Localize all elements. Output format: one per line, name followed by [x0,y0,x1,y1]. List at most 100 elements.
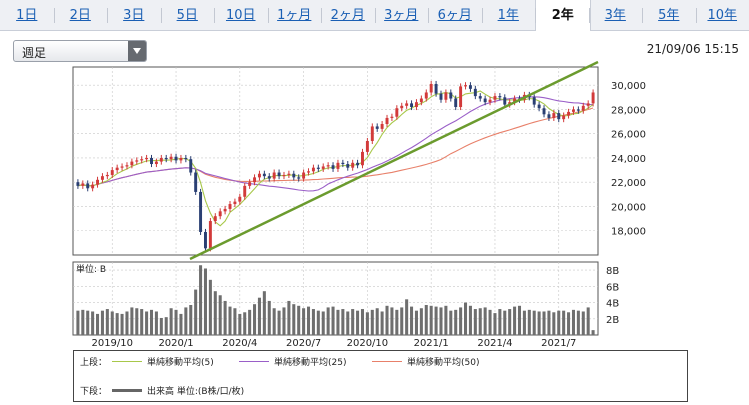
candle-body [586,103,590,106]
tab-11[interactable]: 3年 [604,8,626,23]
tab-10[interactable]: 2年 [535,0,591,31]
volume-bar [414,310,418,335]
volume-bar [493,313,497,335]
candle-body [429,83,433,93]
legend-ma25-label: 単純移動平均(25) [274,358,347,368]
candle-body [326,165,330,167]
candle-body [498,96,502,98]
candle-body [316,167,320,169]
period-select[interactable]: 週足 [13,40,147,62]
candle-body [248,182,252,186]
tab-8[interactable]: 6ヶ月 [437,8,472,23]
volume-bar [282,307,286,335]
candle-body [100,176,104,180]
volume-bar [586,307,590,335]
x-tick-label: 2020/4 [222,338,257,349]
volume-bar [591,330,595,335]
volume-bar [498,309,502,335]
candle-body [405,103,409,106]
candle-body [159,157,163,162]
legend-lower-label: 下段： [80,387,108,397]
candle-body [473,88,477,97]
candle-body [125,165,129,167]
volume-bar [336,309,340,335]
candle-body [228,204,232,209]
candle-body [331,165,335,169]
volume-bar [321,311,325,335]
candle-body [468,85,472,89]
volume-bar [532,310,536,335]
tab-4[interactable]: 10日 [225,8,256,23]
volume-bar [503,310,507,335]
volume-bar [174,309,178,335]
legend-ma5-label: 単純移動平均(5) [147,358,214,368]
volume-bar [213,291,217,335]
volume-bar [292,304,296,335]
tab-12[interactable]: 5年 [658,8,680,23]
candle-body [567,111,571,116]
candle-body [483,98,487,103]
candle-body [282,174,286,177]
tab-2[interactable]: 3日 [123,8,145,23]
candle-body [96,179,100,185]
candle-body [277,172,281,177]
tab-separator [107,8,108,23]
x-tick-label: 2020/10 [347,338,389,349]
volume-bar [228,306,232,335]
tab-separator [481,8,483,23]
volume-bar [527,309,531,335]
volume-bar [478,308,482,335]
volume-bar [473,309,477,335]
tab-3[interactable]: 5日 [176,8,198,23]
x-tick-label: 2021/4 [477,338,512,349]
volume-bar [537,311,541,335]
volume-bar [434,306,438,335]
tab-6[interactable]: 2ヶ月 [330,8,365,23]
tab-9[interactable]: 1年 [497,8,519,23]
volume-bar [542,311,546,335]
candle-body [272,172,276,179]
volume-bar [81,309,85,335]
candle-body [287,173,291,175]
volume-bar [105,309,109,335]
legend-volume-bar [112,389,142,392]
tab-13[interactable]: 10年 [707,8,738,23]
tab-5[interactable]: 1ヶ月 [277,8,312,23]
candle-body [140,159,144,161]
legend: 上段： 単純移動平均(5) 単純移動平均(25) 単純移動平均(50) 下段： … [73,350,688,402]
volume-bar [218,295,222,335]
tab-0[interactable]: 1日 [16,8,38,23]
volume-bar [253,304,257,335]
volume-bar [424,304,428,335]
candle-body [410,103,414,108]
volume-bar [370,309,374,335]
x-tick-label: 2020/1 [158,338,193,349]
volume-bar [567,312,571,335]
candle-body [292,173,296,178]
tab-separator [53,8,55,23]
candle-body [130,161,134,166]
volume-bar [316,310,320,335]
volume-bar [184,307,188,335]
tab-separator [214,8,215,23]
candle-body [361,151,364,166]
candle-body [154,161,158,165]
candle-body [204,231,207,249]
volume-bar [444,305,448,335]
tab-separator [160,8,162,23]
volume-bar [189,304,193,335]
x-tick-label: 2020/7 [286,338,321,349]
candle-body [199,191,203,232]
tab-1[interactable]: 2日 [69,8,91,23]
volume-bar [154,311,158,335]
chevron-down-icon[interactable] [128,41,146,61]
tab-7[interactable]: 3ヶ月 [384,8,419,23]
candle-body [581,105,585,111]
candle-body [145,157,149,160]
candle-body [547,114,551,118]
volume-bar [360,309,365,335]
candle-body [464,85,467,87]
volume-bar [385,305,389,335]
volume-bar [405,299,409,335]
volume-tick-label: 8B [606,266,619,277]
